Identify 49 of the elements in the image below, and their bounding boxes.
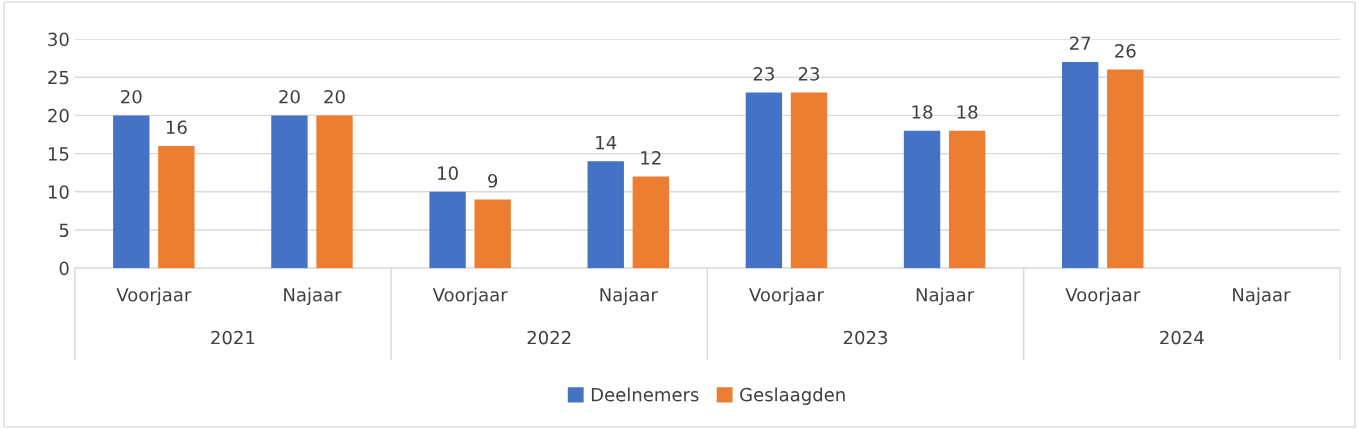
data-label: 20 — [279, 89, 300, 104]
bar — [948, 130, 986, 269]
x-tick-label: Najaar — [284, 287, 342, 306]
bar — [158, 145, 195, 269]
bar — [745, 92, 783, 269]
y-tick-label: 30 — [48, 32, 69, 47]
bar — [1107, 69, 1144, 269]
data-label: 18 — [957, 105, 978, 119]
bar — [316, 115, 353, 269]
x-tick-label: Voorjaar — [116, 287, 192, 306]
data-label: 14 — [596, 135, 617, 150]
y-tick-label: 0 — [59, 261, 69, 276]
legend-label: Geslaagden — [740, 387, 845, 405]
data-label: 9 — [488, 173, 498, 188]
bar — [632, 176, 670, 269]
data-label: 16 — [166, 120, 187, 135]
bar — [474, 199, 511, 269]
x-tick-label: Voorjaar — [749, 287, 824, 306]
text: 2024 — [1160, 330, 1204, 345]
data-label: 27 — [1070, 36, 1091, 50]
bar — [113, 115, 150, 269]
bar — [790, 92, 828, 269]
text: 2023 — [843, 330, 888, 345]
y-tick-label: 15 — [48, 147, 69, 161]
data-label: 12 — [641, 151, 661, 165]
data-label: 23 — [753, 67, 774, 81]
data-label: 10 — [438, 166, 458, 180]
bar — [271, 115, 308, 269]
x-tick-label: Voorjaar — [1065, 287, 1141, 306]
y-tick-label: 25 — [48, 70, 69, 85]
x-tick-label: Najaar — [916, 287, 975, 306]
x-tick-label: Najaar — [1233, 287, 1291, 306]
text: 2022 — [527, 330, 571, 345]
legend-label: Deelnemers — [591, 387, 699, 402]
bar — [587, 161, 624, 269]
bar — [429, 191, 466, 269]
text: 2021 — [211, 330, 255, 345]
bar — [903, 130, 941, 269]
y-tick-label: 10 — [48, 185, 69, 199]
data-label: 20 — [121, 89, 142, 104]
y-tick-label: 20 — [48, 108, 69, 123]
x-tick-label: Voorjaar — [432, 287, 508, 306]
data-label: 23 — [798, 67, 820, 81]
x-tick-label: Najaar — [600, 287, 658, 306]
data-label: 26 — [1115, 44, 1136, 58]
data-label: 20 — [324, 89, 345, 104]
data-label: 18 — [912, 105, 933, 119]
y-tick-label: 5 — [59, 223, 69, 238]
bar — [1062, 61, 1099, 269]
